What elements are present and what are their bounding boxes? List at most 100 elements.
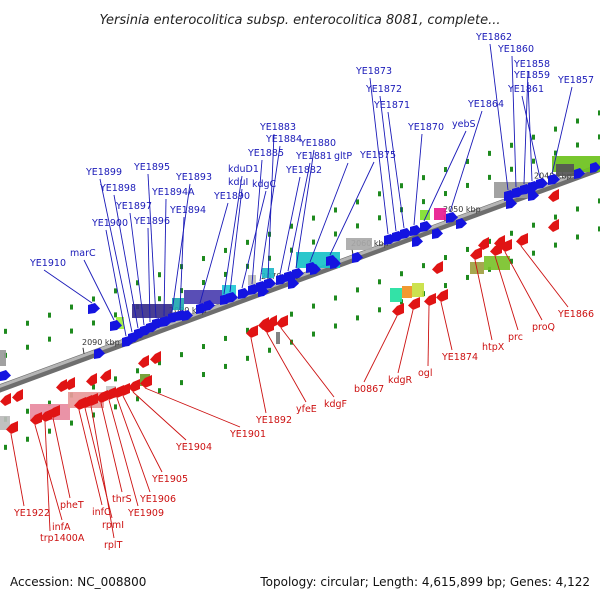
gene-label: rplT [104,540,123,551]
feature-block [172,298,184,310]
track-dot [334,323,337,329]
track-dot [576,206,579,212]
gene-glyph [352,252,363,263]
track-dot [224,335,227,341]
gene-glyph [548,219,559,232]
track-dot [532,222,535,228]
gene-ye1866[interactable]: YE1866 [516,233,594,320]
gene-label: YE1890 [213,191,250,202]
track-dot [246,355,249,361]
track-dot [356,223,359,229]
gene-label: YE1909 [127,508,164,519]
gene-ye1905[interactable]: YE1905 [118,383,188,485]
track-dot [466,182,469,188]
gene-proq[interactable]: proQ [500,239,555,333]
gene-ogl[interactable]: ogl [418,293,436,379]
gene-ye1901[interactable]: YE1901 [140,375,266,440]
gene-rplt[interactable]: rplT [86,393,123,551]
gene-htpx[interactable]: htpX [470,247,505,353]
gene-label: YE1881 [295,151,332,162]
gene-label: YE1904 [175,442,212,453]
gene-label: YE1885 [247,148,284,159]
gene-label: YE1864 [467,99,504,110]
gene-ye1861[interactable]: YE1861 [507,84,548,189]
gene-label: YE1896 [133,216,170,227]
feature-block [0,416,10,430]
track-dot [532,158,535,164]
gene-ye1883[interactable]: YE1883 [259,122,296,289]
gene-label: YE1897 [115,201,152,212]
track-dot [224,247,227,253]
track-dot [48,400,51,406]
track-dot [554,242,557,248]
track-dot [400,271,403,277]
gene-ye1874[interactable]: YE1874 [436,289,478,363]
gene-ye1922[interactable]: YE1922 [6,421,50,519]
gene-ye1864[interactable]: YE1864 [446,99,504,223]
gene-infa[interactable]: infA [30,412,71,533]
track-guide-dots [4,110,600,450]
gene-trp1400a[interactable]: trp1400A [40,409,85,544]
gene-label: YE1857 [557,75,594,86]
gene-label: infC [92,507,111,518]
gene-kdgr[interactable]: kdgR [388,297,420,386]
feature-block [434,208,446,220]
gene-kdgc[interactable]: kdgC [238,179,277,299]
track-dot [598,110,600,116]
gene-phet[interactable]: pheT [48,405,84,511]
track-dot [554,126,557,132]
gene-label: YE1880 [299,138,336,149]
gene-label: YE1859 [513,70,550,81]
gene-label: YE1870 [407,122,444,133]
track-dot [268,347,271,353]
gene-glyph [64,377,75,390]
gene-ye1904[interactable]: YE1904 [128,379,212,453]
gene-kdui[interactable]: kduI [226,177,248,303]
track-dot [356,199,359,205]
track-dot [114,376,117,382]
gene-ye1862[interactable]: YE1862 [475,32,516,201]
gene-label: b0867 [354,384,384,395]
gene-ye1892[interactable]: YE1892 [246,325,292,426]
gene-b0867[interactable]: b0867 [354,303,404,395]
gene-thrs[interactable]: thrS [96,390,132,505]
track-dot [576,118,579,124]
track-dot [202,372,205,378]
track-dot [246,327,249,333]
gene-ye1857[interactable]: YE1857 [548,75,594,185]
track-dot [598,226,600,232]
track-dot [48,336,51,342]
gene-ye1871[interactable]: YE1871 [373,100,412,239]
track-dot [510,166,513,172]
gene-label: YE1894 [169,205,206,216]
gene-yebs[interactable]: yebS [420,119,476,232]
gene-glyph [494,235,505,248]
track-dot [114,288,117,294]
gene-ye1909[interactable]: YE1909 [104,387,164,519]
gene-glyph [0,393,11,406]
track-dot [268,255,271,261]
gene-label: YE1883 [259,122,296,133]
gene-glyph [574,168,585,179]
gene-ye1910[interactable]: YE1910 [29,258,100,314]
gene-label: proQ [532,322,555,333]
gene-glyph [204,300,215,311]
track-dot [554,214,557,220]
track-dot [510,230,513,236]
gene-label: YE1861 [507,84,544,95]
gene-label: YE1894A [151,187,195,198]
track-dot [4,328,7,334]
gene-ye1880[interactable]: YE1880 [292,138,336,279]
gene-ye1870[interactable]: YE1870 [407,122,444,236]
gene-marc[interactable]: marC [70,248,122,331]
track-dot [444,255,447,261]
gene-yfee[interactable]: yfeE [262,320,317,415]
gene-label: prc [508,332,523,343]
gene-label: yfeE [296,404,317,415]
gene-kdgf[interactable]: kdgF [276,315,347,410]
track-dot [4,444,7,450]
track-dot [356,315,359,321]
track-dot [114,404,117,410]
gene-label: YE1874 [441,352,478,363]
